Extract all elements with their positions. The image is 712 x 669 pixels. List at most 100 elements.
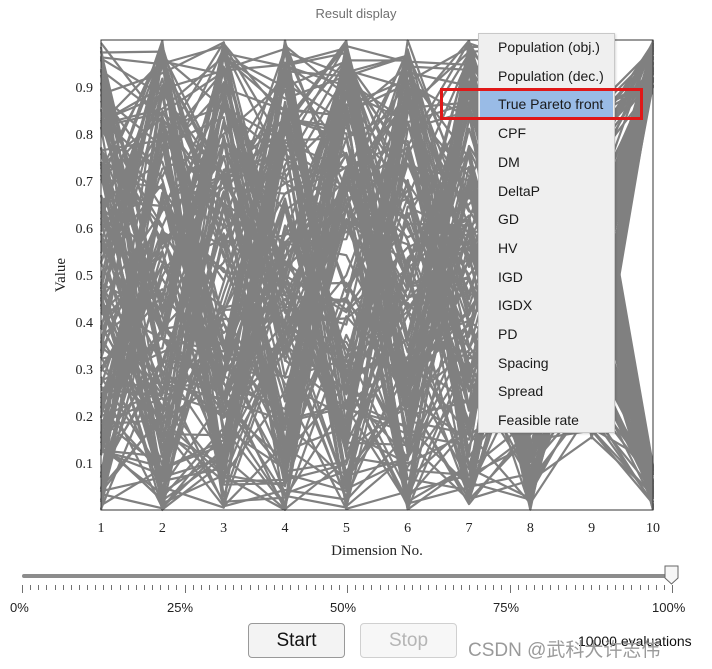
slider-tick	[208, 585, 210, 590]
slider-tick	[574, 585, 576, 590]
slider-tick	[257, 585, 259, 590]
slider-tick	[273, 585, 275, 590]
menu-item-gd[interactable]: GD	[498, 211, 519, 228]
slider-label-25: 25%	[167, 600, 194, 615]
start-button[interactable]: Start	[248, 623, 345, 658]
menu-item-pd[interactable]: PD	[498, 326, 518, 342]
slider-tick	[598, 585, 600, 590]
y-tick-label: 0.4	[76, 316, 94, 331]
slider-tick	[78, 585, 80, 590]
x-tick-label: 2	[159, 521, 166, 536]
slider-tick	[143, 585, 145, 590]
slider-tick	[363, 585, 365, 590]
slider-tick	[54, 585, 56, 590]
slider-tick	[265, 585, 267, 590]
solution-line	[100, 70, 655, 505]
slider-tick	[444, 585, 446, 590]
evaluations-status: 10000 evaluations	[578, 633, 692, 649]
slider-tick	[558, 585, 560, 590]
slider-tick	[192, 585, 194, 590]
slider-tick	[111, 585, 113, 590]
y-tick-label: 0.9	[76, 81, 94, 96]
slider-tick	[338, 585, 340, 590]
slider-tick	[298, 585, 300, 590]
window-title: Result display	[315, 6, 397, 21]
y-tick-label: 0.6	[76, 222, 94, 237]
slider-tick	[655, 585, 657, 590]
slider-tick	[582, 585, 584, 590]
slider-thumb[interactable]	[664, 565, 679, 585]
slider-tick	[485, 585, 487, 590]
slider-tick	[95, 585, 97, 590]
menu-item-deltap[interactable]: DeltaP	[498, 182, 541, 199]
slider-tick	[525, 585, 527, 590]
menu-item-spacing[interactable]: Spacing	[498, 354, 549, 371]
x-axis-label: Dimension No.	[331, 543, 423, 559]
x-tick-label: 5	[343, 521, 350, 536]
slider-tick	[550, 585, 552, 590]
slider-tick	[517, 585, 519, 590]
x-tick-label: 4	[282, 521, 289, 536]
slider-tick	[233, 585, 235, 590]
y-tick-label: 0.7	[76, 175, 94, 190]
slider-tick	[176, 585, 178, 590]
x-tick-label: 7	[466, 521, 473, 536]
menu-item-igdx[interactable]: IGDX	[498, 297, 533, 314]
slider-label-0: 0%	[10, 600, 29, 615]
slider-tick	[103, 585, 105, 590]
result-type-dropdown-menu[interactable]: Population (obj.) Population (dec.) True…	[478, 33, 615, 433]
slider-tick	[135, 585, 137, 590]
slider-tick	[119, 585, 121, 590]
slider-tick	[168, 585, 170, 590]
slider-tick	[387, 585, 389, 590]
menu-item-cpf[interactable]: CPF	[498, 125, 526, 142]
x-tick-label: 9	[588, 521, 595, 536]
y-tick-label: 0.5	[76, 269, 94, 284]
y-tick-label: 0.3	[76, 363, 94, 378]
slider-tick	[241, 585, 243, 590]
y-tick-label: 0.1	[76, 457, 94, 472]
slider-tick	[566, 585, 568, 590]
slider-tick	[282, 585, 283, 590]
slider-tick	[322, 585, 324, 590]
slider-tick	[127, 585, 129, 590]
slider-tick	[38, 585, 40, 590]
slider-tick	[160, 585, 162, 590]
menu-item-spread[interactable]: Spread	[498, 383, 544, 400]
slider-tick	[436, 585, 438, 590]
slider-tick	[428, 585, 430, 590]
slider-tick	[379, 585, 381, 590]
slider-tick	[623, 585, 625, 590]
menu-item-true-pareto-front[interactable]: True Pareto front	[480, 91, 613, 119]
menu-item-hv[interactable]: HV	[498, 239, 518, 256]
plot-frame	[100, 39, 654, 511]
menu-item-population-dec[interactable]: Population (dec.)	[498, 67, 604, 84]
slider-label-100: 100%	[652, 600, 686, 615]
stop-button[interactable]: Stop	[360, 623, 457, 658]
slider-label-50: 50%	[330, 600, 357, 615]
menu-item-feasible-rate[interactable]: Feasible rate	[498, 412, 579, 429]
slider-tick	[501, 585, 503, 590]
slider-tick	[420, 585, 422, 590]
slider-ticks	[22, 585, 673, 593]
slider-tick	[225, 585, 227, 590]
slider-tick	[468, 585, 470, 590]
y-tick-label: 0.2	[76, 410, 94, 425]
slider-tick	[70, 585, 72, 590]
progress-slider-track[interactable]	[22, 574, 672, 578]
slider-tick	[62, 585, 64, 590]
menu-item-population-obj[interactable]: Population (obj.)	[498, 39, 600, 55]
slider-tick	[249, 585, 251, 590]
slider-tick	[533, 585, 535, 590]
slider-tick	[22, 585, 23, 593]
slider-tick	[371, 585, 373, 590]
slider-tick	[647, 585, 649, 590]
watermark-text: CSDN @武科大许志伟	[468, 640, 661, 661]
slider-tick	[395, 585, 397, 590]
slider-tick	[200, 585, 202, 590]
menu-item-dm[interactable]: DM	[498, 153, 520, 170]
slider-tick	[452, 585, 454, 590]
slider-tick	[152, 585, 153, 590]
x-tick-label: 3	[220, 521, 227, 536]
menu-item-igd[interactable]: IGD	[498, 268, 523, 285]
